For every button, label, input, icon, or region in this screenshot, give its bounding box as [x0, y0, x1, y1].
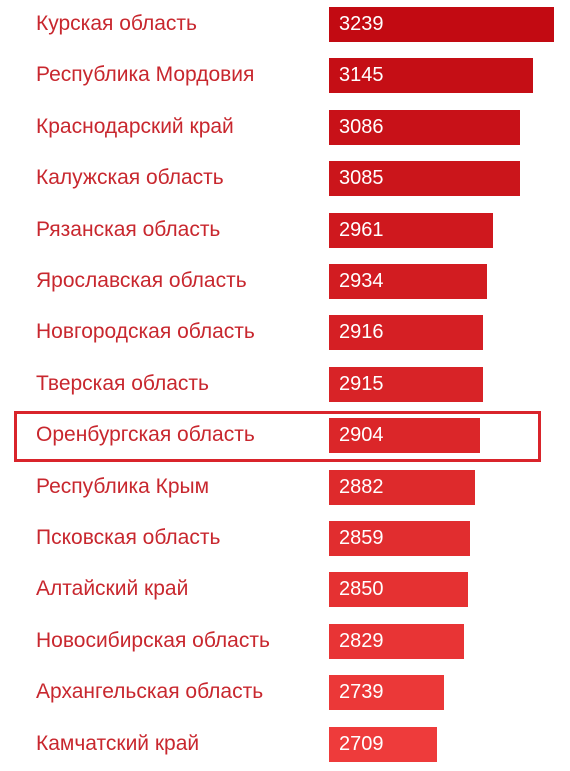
value-label: 2739 [339, 681, 384, 704]
highlight-box [14, 410, 541, 462]
bar-row: Калужская область 3085 [0, 154, 570, 205]
value-label: 2961 [339, 218, 384, 241]
value-label: 3085 [339, 167, 384, 190]
bar-row: Ярославская область 2934 [0, 257, 570, 308]
value-label: 3086 [339, 115, 384, 138]
value-label: 2904 [339, 424, 384, 447]
category-label: Республика Крым [36, 474, 210, 498]
category-label: Рязанская область [36, 217, 221, 241]
category-label: Курская область [36, 12, 197, 35]
value-label: 3145 [339, 64, 384, 87]
value-label: 2915 [339, 372, 384, 395]
bar-row: Курская область 3239 [0, 0, 570, 51]
category-label: Новосибирская область [36, 628, 270, 652]
category-label: Псковская область [36, 526, 221, 549]
bar [329, 623, 464, 659]
value-label: 2850 [339, 578, 384, 601]
bar-row: Республика Крым 2882 [0, 463, 570, 514]
bar [329, 675, 444, 711]
bar [329, 521, 471, 556]
bar [329, 58, 534, 94]
value-label: 3239 [339, 13, 384, 35]
category-label: Ярославская область [36, 269, 247, 292]
bar [329, 109, 521, 145]
bar-row: Тверская область 2915 [0, 360, 570, 411]
category-label: Республика Мордовия [36, 63, 255, 87]
bar-row: Псковская область 2859 [0, 514, 570, 565]
value-label: 2829 [339, 629, 384, 652]
bar [329, 469, 476, 505]
bar-row: Новосибирская область 2829 [0, 617, 570, 668]
bar [329, 264, 487, 299]
value-label: 2882 [339, 475, 384, 498]
bar-row: Новгородская область 2916 [0, 308, 570, 359]
bar [329, 212, 493, 248]
bar-row: Оренбургская область 2904 [0, 411, 570, 462]
category-label: Оренбургская область [36, 423, 255, 447]
category-label: Новгородская область [36, 320, 255, 344]
category-label: Калужская область [36, 166, 224, 190]
bar [329, 366, 483, 402]
bar [329, 315, 483, 351]
bar [329, 726, 437, 762]
bar-row: Камчатский край 2709 [0, 720, 570, 771]
bar-row: Республика Мордовия 3145 [0, 51, 570, 102]
value-label: 2934 [339, 270, 384, 292]
bar-row: Архангельская область 2739 [0, 668, 570, 719]
bar-row: Краснодарский край 3086 [0, 103, 570, 154]
bar-row: Рязанская область 2961 [0, 206, 570, 257]
category-label: Алтайский край [36, 577, 189, 601]
bar [329, 572, 469, 608]
value-label: 2859 [339, 527, 384, 549]
category-label: Архангельская область [36, 680, 264, 704]
bar [329, 161, 520, 197]
category-label: Тверская область [36, 371, 209, 395]
category-label: Краснодарский край [36, 114, 234, 138]
bar-row: Алтайский край 2850 [0, 565, 570, 616]
value-label: 2709 [339, 732, 384, 755]
bar [329, 418, 480, 454]
bar [329, 7, 554, 42]
value-label: 2916 [339, 321, 384, 344]
category-label: Камчатский край [36, 731, 200, 755]
